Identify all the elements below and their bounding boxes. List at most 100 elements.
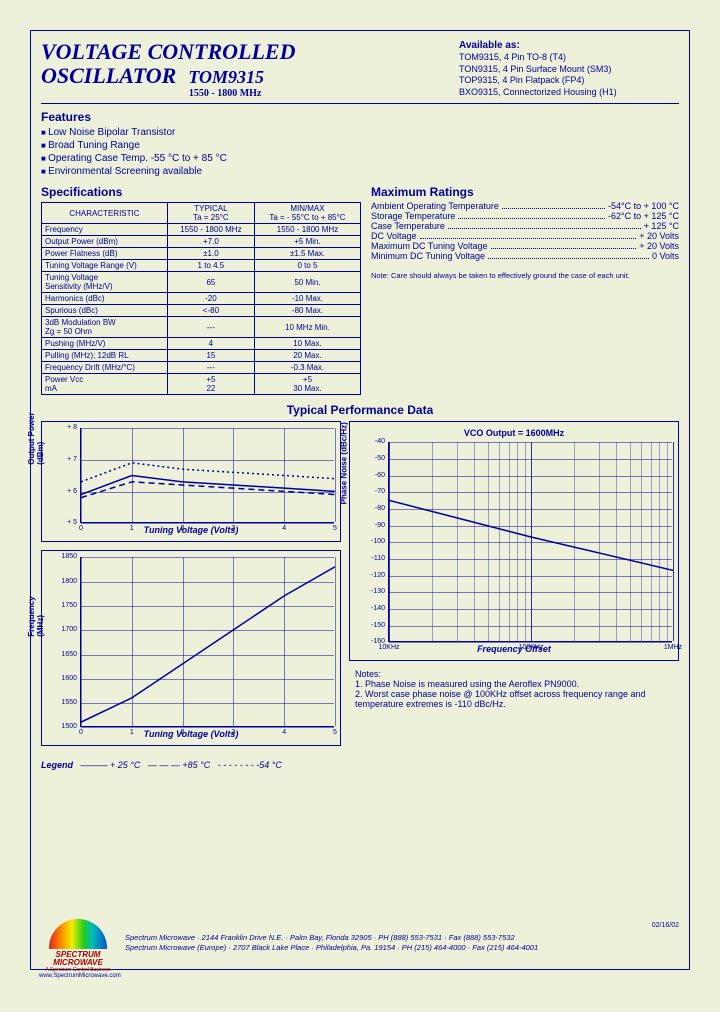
y-tick: -140 [361, 605, 385, 612]
header-row: VOLTAGE CONTROLLED OSCILLATOR TOM9315 15… [41, 39, 679, 99]
y-tick: -150 [361, 622, 385, 629]
spec-cell: Pushing (MHz/V) [42, 338, 168, 350]
spec-cell: Tuning Voltage Range (V) [42, 260, 168, 272]
chart-frequency: Frequency (MHz) 150015501600165017001750… [41, 550, 341, 746]
x-tick: 2 [173, 525, 193, 532]
spec-cell: Pulling (MHz); 12dB RL [42, 350, 168, 362]
max-rating-row: DC Voltage+ 20 Volts [371, 231, 679, 241]
spec-cell: Harmonics (dBc) [42, 293, 168, 305]
spec-cell: 20 Max. [254, 350, 360, 362]
spec-cell: 65 [167, 272, 254, 293]
spec-cell: -0.3 Max. [254, 362, 360, 374]
y-tick: -70 [361, 488, 385, 495]
x-tick: 100KHz [516, 644, 546, 651]
max-note: Note: Care should always be taken to eff… [371, 271, 679, 280]
y-tick: 1700 [53, 626, 77, 633]
chart-canvas: -160-150-140-130-120-110-100-90-80-70-60… [388, 442, 672, 642]
x-tick: 0 [71, 525, 91, 532]
y-tick: -100 [361, 538, 385, 545]
features-list: Low Noise Bipolar Transistor Broad Tunin… [41, 127, 679, 177]
x-tick: 5 [325, 525, 345, 532]
spec-heading: Specifications [41, 185, 361, 199]
spec-cell: Spurious (dBc) [42, 305, 168, 317]
available-item: TOM9315, 4 Pin TO-8 (T4) [459, 52, 679, 64]
chart-title: VCO Output = 1600MHz [356, 428, 672, 438]
max-ratings-block: Maximum Ratings Ambient Operating Temper… [371, 185, 679, 395]
feature-item: Operating Case Temp. -55 °C to + 85 °C [41, 153, 679, 164]
chart-canvas: + 5+ 6+ 7+ 8012345 [80, 428, 334, 523]
x-tick: 0 [71, 729, 91, 736]
spec-cell: 1550 - 1800 MHz [254, 224, 360, 236]
spec-cell: ±1.0 [167, 248, 254, 260]
x-tick: 2 [173, 729, 193, 736]
spec-th: MIN/MAX Ta = - 55°C to + 85°C [254, 203, 360, 224]
x-tick: 3 [223, 729, 243, 736]
spectrum-logo: SPECTRUMMICROWAVE A Spectrum Control Bus… [39, 919, 117, 967]
legend-item: — — — +85 °C [140, 760, 210, 770]
spec-cell: Frequency [42, 224, 168, 236]
chart-canvas: 15001550160016501700175018001850012345 [80, 557, 334, 727]
charts-right-col: VCO Output = 1600MHz Phase Noise (dBc/Hz… [349, 421, 679, 754]
main-title-1: VOLTAGE CONTROLLED [41, 39, 451, 65]
footer-line: Spectrum Microwave · 2144 Franklin Drive… [125, 933, 681, 943]
title-block: VOLTAGE CONTROLLED OSCILLATOR TOM9315 15… [41, 39, 451, 99]
spec-cell: -20 [167, 293, 254, 305]
y-tick: -60 [361, 472, 385, 479]
available-item: BXO9315, Connectorized Housing (H1) [459, 87, 679, 99]
y-tick: 1650 [53, 651, 77, 658]
available-item: TON9315, 4 Pin Surface Mount (SM3) [459, 64, 679, 76]
spec-cell: 3dB Modulation BW Zg = 50 Ohm [42, 317, 168, 338]
notes-heading: Notes: [355, 669, 679, 679]
spec-cell: +5 22 [167, 374, 254, 395]
spec-cell: 1550 - 1800 MHz [167, 224, 254, 236]
y-tick: -130 [361, 588, 385, 595]
spec-cell: Power Vcc mA [42, 374, 168, 395]
max-heading: Maximum Ratings [371, 185, 679, 199]
chart-output-power: Output Power (dBm) + 5+ 6+ 7+ 8012345 Tu… [41, 421, 341, 542]
x-tick: 4 [274, 729, 294, 736]
spec-cell: Output Power (dBm) [42, 236, 168, 248]
y-tick: + 8 [53, 424, 77, 431]
x-tick: 1 [122, 525, 142, 532]
available-item: TOP9315, 4 Pin Flatpack (FP4) [459, 75, 679, 87]
footer: SPECTRUMMICROWAVE A Spectrum Control Bus… [39, 919, 681, 967]
y-axis-label: Phase Noise (dBc/Hz) [340, 423, 349, 505]
feature-item: Broad Tuning Range [41, 140, 679, 151]
main-title-2: OSCILLATOR [41, 63, 176, 89]
y-tick: 1550 [53, 699, 77, 706]
spec-cell: -10 Max. [254, 293, 360, 305]
max-rating-row: Storage Temperature-62°C to + 125 °C [371, 211, 679, 221]
spec-block: Specifications CHARACTERISTIC TYPICAL Ta… [41, 185, 361, 395]
charts-row: Output Power (dBm) + 5+ 6+ 7+ 8012345 Tu… [41, 421, 679, 754]
max-rating-row: Case Temperature+ 125 °C [371, 221, 679, 231]
charts-left-col: Output Power (dBm) + 5+ 6+ 7+ 8012345 Tu… [41, 421, 341, 754]
max-rating-row: Minimum DC Tuning Voltage0 Volts [371, 251, 679, 261]
spec-cell: Frequency Drift (MHz/°C) [42, 362, 168, 374]
spec-cell: +5 30 Max. [254, 374, 360, 395]
feature-item: Environmental Screening available [41, 166, 679, 177]
spec-th: CHARACTERISTIC [42, 203, 168, 224]
x-tick: 10KHz [374, 644, 404, 651]
spec-cell: --- [167, 317, 254, 338]
footer-text: Spectrum Microwave · 2144 Franklin Drive… [125, 933, 681, 953]
legend-item: - - - - - - - -54 °C [210, 760, 282, 770]
y-tick: -40 [361, 438, 385, 445]
chart-phase-noise: VCO Output = 1600MHz Phase Noise (dBc/Hz… [349, 421, 679, 661]
spec-cell: Power Flatness (dB) [42, 248, 168, 260]
footer-line: Spectrum Microwave (Europe) · 2707 Black… [125, 943, 681, 953]
available-heading: Available as: [459, 39, 679, 52]
y-tick: 1800 [53, 578, 77, 585]
legend-row: Legend ——— + 25 °C — — — +85 °C - - - - … [41, 760, 679, 770]
doc-code: 02/16/02 [652, 922, 679, 929]
spec-th: TYPICAL Ta = 25°C [167, 203, 254, 224]
spec-cell: 15 [167, 350, 254, 362]
legend-item: ——— + 25 °C [76, 760, 141, 770]
header-rule [41, 103, 679, 104]
features-heading: Features [41, 110, 679, 124]
spec-cell: +7.0 [167, 236, 254, 248]
spec-cell: 1 to 4.5 [167, 260, 254, 272]
x-tick: 3 [223, 525, 243, 532]
y-tick: + 6 [53, 488, 77, 495]
x-tick: 1 [122, 729, 142, 736]
part-number: TOM9315 [188, 67, 264, 88]
